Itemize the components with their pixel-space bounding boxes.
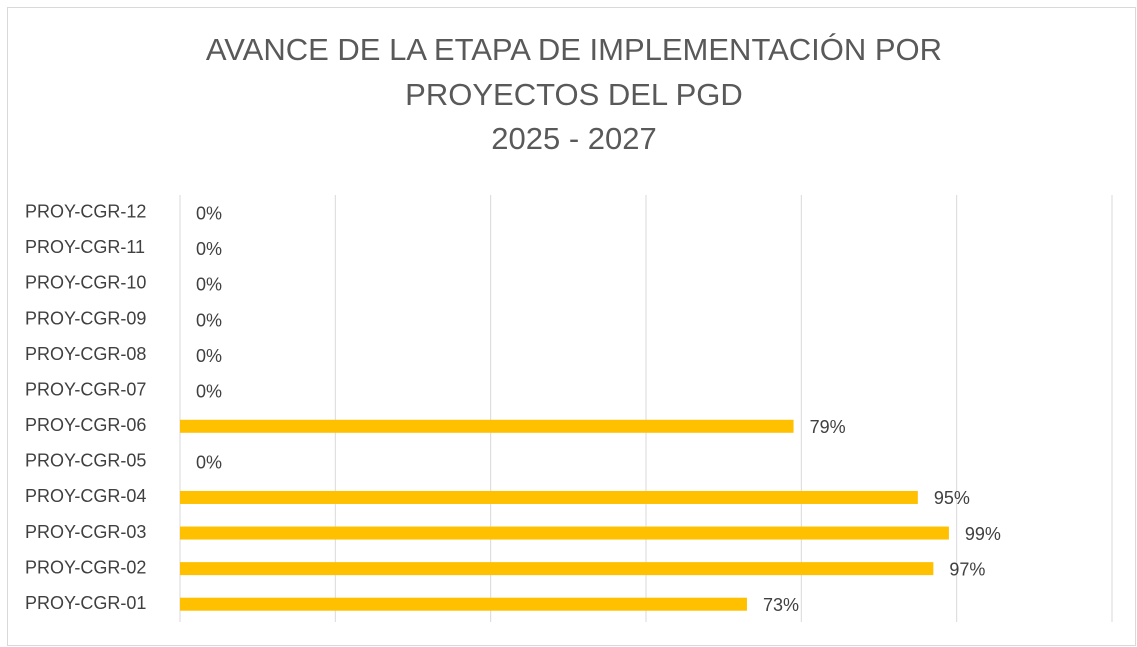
data-label: 0% (196, 239, 222, 259)
y-tick-label: PROY-CGR-03 (25, 522, 146, 542)
chart-title: 2025 - 2027 (491, 121, 656, 156)
data-label: 0% (196, 346, 222, 366)
bar (180, 526, 949, 540)
data-label: 0% (196, 310, 222, 330)
y-tick-label: PROY-CGR-07 (25, 379, 146, 399)
data-label: 95% (934, 488, 970, 508)
y-tick-label: PROY-CGR-01 (25, 593, 146, 613)
data-label: 0% (196, 381, 222, 401)
bar (180, 490, 918, 504)
bar (180, 597, 747, 611)
y-tick-label: PROY-CGR-04 (25, 486, 146, 506)
chart-title: PROYECTOS DEL PGD (405, 77, 743, 112)
y-tick-label: PROY-CGR-09 (25, 308, 146, 328)
data-label: 99% (965, 524, 1001, 544)
y-tick-label: PROY-CGR-06 (25, 415, 146, 435)
y-tick-label: PROY-CGR-02 (25, 557, 146, 577)
data-label: 0% (196, 275, 222, 295)
data-label: 79% (810, 417, 846, 437)
bar (180, 419, 794, 433)
chart-title: AVANCE DE LA ETAPA DE IMPLEMENTACIÓN POR (206, 32, 942, 67)
y-tick-label: PROY-CGR-08 (25, 344, 146, 364)
y-tick-label: PROY-CGR-10 (25, 273, 146, 293)
bar (180, 562, 934, 576)
data-label: 97% (949, 559, 985, 579)
data-label: 0% (196, 453, 222, 473)
data-label: 73% (763, 595, 799, 615)
y-tick-label: PROY-CGR-12 (25, 202, 146, 222)
y-tick-label: PROY-CGR-05 (25, 451, 146, 471)
y-tick-label: PROY-CGR-11 (25, 237, 145, 257)
data-label: 0% (196, 204, 222, 224)
